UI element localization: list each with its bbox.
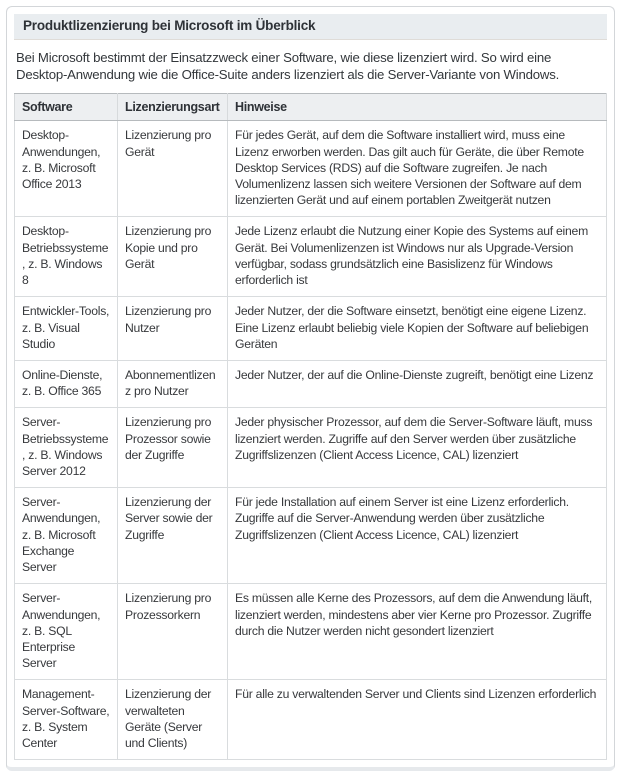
table-row: Desktop-Anwendungen, z. B. Microsoft Off… — [14, 120, 607, 218]
column-header-hinweise: Hinweise — [227, 93, 607, 122]
cell-notes: Für alle zu verwaltenden Server und Clie… — [227, 679, 607, 761]
cell-license-type: Lizenzierung pro Prozessor sowie der Zug… — [117, 407, 228, 489]
panel-title: Produktlizenzierung bei Microsoft im Übe… — [23, 18, 316, 33]
cell-notes: Jeder physischer Prozessor, auf dem die … — [227, 407, 607, 489]
cell-license-type: Lizenzierung pro Kopie und pro Gerät — [117, 216, 228, 298]
cell-software: Desktop-Betriebssysteme, z. B. Windows 8 — [14, 216, 118, 298]
cell-license-type: Abonnementlizenz pro Nutzer — [117, 359, 228, 409]
table-row: Online-Dienste, z. B. Office 365 Abonnem… — [14, 359, 607, 409]
column-header-lizenzierungsart: Lizenzierungsart — [117, 93, 228, 122]
table-row: Entwickler-Tools, z. B. Visual Studio Li… — [14, 296, 607, 361]
intro-paragraph: Bei Microsoft bestimmt der Einsatzzweck … — [16, 50, 560, 83]
table-row: Desktop-Betriebssysteme, z. B. Windows 8… — [14, 216, 607, 298]
cell-license-type: Lizenzierung der Server sowie der Zugrif… — [117, 487, 228, 585]
cell-notes: Jeder Nutzer, der auf die Online-Dienste… — [227, 359, 607, 409]
cell-notes: Für jedes Gerät, auf dem die Software in… — [227, 120, 607, 218]
column-header-software: Software — [14, 93, 118, 122]
cell-license-type: Lizenzierung der verwalteten Geräte (Ser… — [117, 679, 228, 761]
table-row: Management-Server-Software, z. B. System… — [14, 679, 607, 761]
cell-notes: Für jede Installation auf einem Server i… — [227, 487, 607, 585]
table-row: Server-Anwendungen, z. B. SQL Enterprise… — [14, 583, 607, 681]
licensing-table: Software Lizenzierungsart Hinweise Deskt… — [14, 93, 607, 761]
cell-software: Management-Server-Software, z. B. System… — [14, 679, 118, 761]
cell-software: Server-Betriebssysteme, z. B. Windows Se… — [14, 407, 118, 489]
cell-software: Server-Anwendungen, z. B. Microsoft Exch… — [14, 487, 118, 585]
cell-software: Server-Anwendungen, z. B. SQL Enterprise… — [14, 583, 118, 681]
cell-notes: Es müssen alle Kerne des Prozessors, auf… — [227, 583, 607, 681]
cell-license-type: Lizenzierung pro Prozessorkern — [117, 583, 228, 681]
cell-software: Desktop-Anwendungen, z. B. Microsoft Off… — [14, 120, 118, 218]
info-panel: Produktlizenzierung bei Microsoft im Übe… — [6, 6, 615, 771]
table-row: Server-Betriebssysteme, z. B. Windows Se… — [14, 407, 607, 489]
table-header-row: Software Lizenzierungsart Hinweise — [14, 93, 607, 122]
cell-software: Entwickler-Tools, z. B. Visual Studio — [14, 296, 118, 361]
cell-notes: Jeder Nutzer, der die Software einsetzt,… — [227, 296, 607, 361]
panel-title-bar: Produktlizenzierung bei Microsoft im Übe… — [14, 14, 607, 40]
cell-license-type: Lizenzierung pro Gerät — [117, 120, 228, 218]
cell-software: Online-Dienste, z. B. Office 365 — [14, 359, 118, 409]
table-row: Server-Anwendungen, z. B. Microsoft Exch… — [14, 487, 607, 585]
cell-license-type: Lizenzierung pro Nutzer — [117, 296, 228, 361]
cell-notes: Jede Lizenz erlaubt die Nutzung einer Ko… — [227, 216, 607, 298]
